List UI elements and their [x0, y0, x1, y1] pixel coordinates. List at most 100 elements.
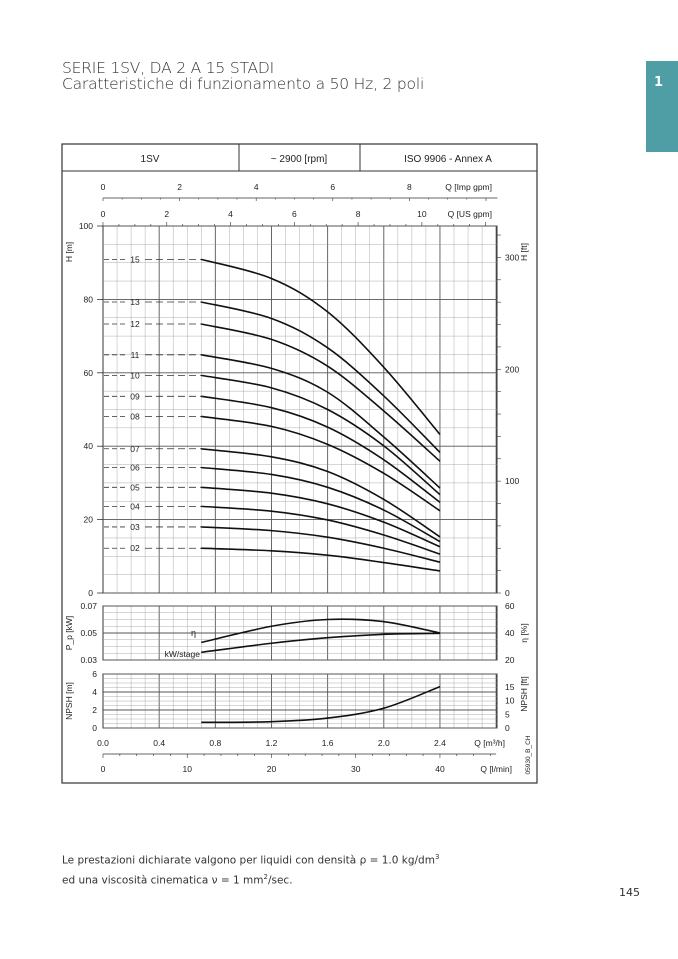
head-curve-07 [201, 447, 441, 538]
stage-label-07: 07 [130, 444, 140, 454]
head-curve-11 [201, 354, 441, 489]
head-ylabel: H [m] [64, 242, 74, 262]
us-gpm-tick-label: 4 [228, 209, 233, 219]
power-ytick-label: 0.07 [80, 601, 97, 611]
head-curve-15 [201, 258, 441, 435]
npsh-ylabel: NPSH [m] [64, 682, 74, 720]
note-sup-2: 2 [263, 872, 268, 881]
head-curve-12 [201, 323, 441, 462]
m3h-tick-label: 0.0 [97, 738, 109, 748]
footnote: Le prestazioni dichiarate valgono per li… [62, 849, 439, 888]
head-curve-03 [201, 526, 441, 563]
head-ytick-label: 60 [84, 368, 94, 378]
imp-gpm-tick-label: 8 [407, 182, 412, 192]
page-number: 145 [619, 886, 640, 899]
npsh-ytick-label: 6 [92, 669, 97, 679]
eff-ytick-label: 60 [505, 601, 515, 611]
m3h-tick-label: 1.6 [322, 738, 334, 748]
head-ft-tick-label: 300 [505, 252, 519, 262]
m3h-tick-label: 1.2 [266, 738, 278, 748]
stage-label-04: 04 [130, 501, 140, 511]
us-gpm-tick-label: 0 [101, 209, 106, 219]
npsh-curve [201, 685, 441, 724]
us-gpm-tick-label: 8 [356, 209, 361, 219]
head-curve-06 [201, 466, 441, 543]
lmin-tick-label: 40 [435, 764, 445, 774]
chapter-number: 1 [654, 75, 664, 90]
imp-gpm-tick-label: 2 [177, 182, 182, 192]
head-ytick-label: 0 [88, 588, 93, 598]
head-ytick-label: 20 [84, 515, 94, 525]
kw-stage-label: kW/stage [165, 649, 201, 659]
head-ytick-label: 100 [79, 221, 93, 231]
head-ft-tick-label: 200 [505, 364, 519, 374]
power-ylabel: P_p [kW] [64, 616, 74, 650]
head-curve-04 [201, 505, 441, 555]
lmin-label: Q [l/min] [480, 764, 512, 774]
npsh-ft-tick-label: 5 [505, 709, 510, 719]
us-gpm-tick-label: 6 [292, 209, 297, 219]
npsh-ft-tick-label: 0 [505, 723, 510, 733]
head-curve-13 [201, 301, 441, 454]
stage-label-12: 12 [130, 319, 140, 329]
stage-label-15: 15 [130, 254, 140, 264]
head-curve-10 [201, 374, 441, 496]
m3h-tick-label: 0.8 [209, 738, 221, 748]
note-sup-1: 3 [434, 853, 440, 861]
page-title: SERIE 1SV, DA 2 A 15 STADI Caratteristic… [62, 60, 424, 92]
stage-label-03: 03 [130, 522, 140, 532]
note-line-1: Le prestazioni dichiarate valgono per li… [62, 854, 435, 867]
head-curve-08 [201, 415, 441, 512]
stage-label-11: 11 [131, 350, 140, 360]
lmin-tick-label: 30 [351, 764, 361, 774]
header-cell-2: ISO 9906 - Annex A [404, 154, 492, 165]
chart-code: 05930_B_CH [525, 735, 532, 774]
title-line-2: Caratteristiche di funzionamento a 50 Hz… [62, 75, 425, 93]
npsh-ft-ylabel: NPSH [ft] [519, 676, 529, 711]
head-ytick-label: 40 [84, 441, 94, 451]
head-ft-tick-label: 100 [505, 476, 519, 486]
m3h-tick-label: 2.4 [434, 738, 446, 748]
head-curve-09 [201, 395, 441, 503]
stage-label-10: 10 [130, 370, 140, 380]
stage-label-09: 09 [130, 391, 140, 401]
note-line-2: ed una viscosità cinematica ν = 1 mm [62, 874, 264, 886]
stage-label-05: 05 [130, 482, 140, 492]
npsh-ft-tick-label: 10 [505, 696, 515, 706]
lmin-tick-label: 10 [183, 764, 193, 774]
kw-stage-curve [201, 632, 440, 654]
power-ytick-label: 0.05 [80, 628, 97, 638]
lmin-tick-label: 0 [101, 764, 106, 774]
note-line-2-end: /sec. [267, 874, 293, 886]
imp-gpm-tick-label: 0 [101, 182, 106, 192]
efficiency-label: η [191, 628, 196, 638]
imp-gpm-tick-label: 6 [330, 182, 335, 192]
eff-ytick-label: 40 [505, 628, 515, 638]
eff-ylabel: η [%] [519, 623, 529, 642]
lmin-tick-label: 20 [267, 764, 277, 774]
us-gpm-label: Q [US gpm] [448, 209, 492, 219]
npsh-ytick-label: 4 [92, 687, 97, 697]
npsh-ytick-label: 2 [92, 705, 97, 715]
npsh-ft-tick-label: 15 [505, 682, 515, 692]
us-gpm-tick-label: 2 [164, 209, 169, 219]
power-ytick-label: 0.03 [80, 655, 97, 665]
head-curve-02 [201, 547, 441, 572]
imp-gpm-label: Q [Imp gpm] [445, 182, 492, 192]
header-cell-1: ~ 2900 [rpm] [271, 154, 328, 165]
stage-label-06: 06 [130, 462, 140, 472]
chapter-tab: 1 [646, 61, 678, 152]
stage-label-08: 08 [130, 411, 140, 421]
chart-frame [61, 143, 538, 784]
stage-label-13: 13 [130, 297, 140, 307]
head-ft-ylabel: H [ft] [519, 243, 529, 261]
us-gpm-tick-label: 10 [417, 209, 427, 219]
header-cell-0: 1SV [141, 154, 160, 165]
npsh-ytick-label: 0 [92, 723, 97, 733]
stage-label-02: 02 [130, 543, 140, 553]
m3h-tick-label: 0.4 [153, 738, 165, 748]
m3h-label: Q [m³/h] [474, 738, 505, 748]
eff-ytick-label: 20 [505, 655, 515, 665]
m3h-tick-label: 2.0 [378, 738, 390, 748]
